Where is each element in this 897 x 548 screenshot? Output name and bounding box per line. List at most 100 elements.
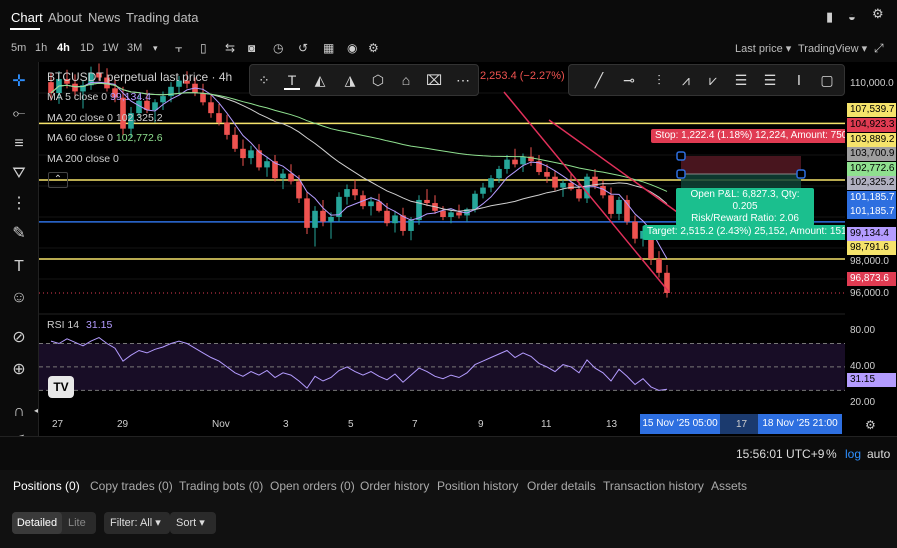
lite-button[interactable]: Lite (68, 517, 86, 529)
chart-status-bar: 15:56:01 UTC+9 % log auto (0, 436, 897, 471)
tab-trading-bots[interactable]: Trading bots (0) (179, 479, 264, 493)
sort-select[interactable]: Sort ▾ (170, 512, 216, 534)
timeframe-1d[interactable]: 1D (80, 42, 95, 54)
candle-body (216, 113, 222, 123)
lock-icon[interactable]: ⌂ (401, 72, 411, 88)
gear-icon[interactable]: ⚙ (368, 41, 379, 55)
undo-icon[interactable]: ↺ (298, 41, 309, 55)
calendar-icon[interactable]: ▦ (323, 41, 335, 55)
stop-label[interactable]: Stop: 1,222.4 (1.18%) 12,224, Amount: 75… (651, 129, 852, 143)
emoji-icon[interactable]: ☺ (10, 289, 28, 306)
tab-positions[interactable]: Positions (0) (13, 479, 80, 493)
candle-body (72, 83, 78, 92)
lines-icon[interactable]: ≡ (14, 135, 24, 152)
trash-icon[interactable]: ⌧ (426, 72, 443, 88)
price-label: 101,185.7 (847, 191, 896, 205)
rsi-tick: 20.00 (850, 397, 876, 408)
settings-hex-icon[interactable]: ⬡ (371, 72, 385, 88)
camera-icon[interactable]: ◙ (248, 41, 256, 55)
zoom-icon[interactable]: ⊕ (12, 361, 26, 378)
chart-engine-select[interactable]: TradingView ▾ (798, 43, 868, 55)
detailed-button[interactable]: Detailed (12, 512, 62, 534)
crosshair-icon[interactable]: ✛ (12, 73, 26, 90)
text-color-icon[interactable]: T (284, 72, 300, 90)
xabcd-icon[interactable]: ⩘ (682, 72, 690, 88)
tab-assets[interactable]: Assets (711, 479, 748, 493)
grid-icon[interactable]: ⁘ (258, 72, 270, 88)
tab-order-history[interactable]: Order history (360, 479, 430, 493)
pattern-icon[interactable]: ⛛ (12, 165, 26, 182)
trend-line-icon[interactable]: ╱ (594, 72, 604, 88)
fib-icon[interactable]: ⋮ (11, 195, 27, 212)
magnet-icon[interactable]: ∩ (13, 403, 25, 420)
tradingview-logo[interactable]: TV (48, 376, 74, 398)
left-arrow-icon[interactable]: ◂ (34, 406, 39, 415)
tab-position-history[interactable]: Position history (437, 479, 519, 493)
tab-about[interactable]: About (48, 10, 82, 25)
timeframe-5m[interactable]: 5m (11, 42, 27, 54)
price-label: 102,772.6 (847, 162, 896, 176)
auto-toggle[interactable]: auto (867, 447, 891, 461)
ruler-icon[interactable]: ⊘ (12, 329, 26, 346)
brush-icon[interactable]: ✎ (12, 225, 26, 242)
vertical-line-icon[interactable]: ⫶ (657, 72, 661, 88)
target-label[interactable]: Target: 2,515.2 (2.43%) 25,152, Amount: … (643, 225, 865, 240)
abc-pattern-icon[interactable]: ⩗ (709, 72, 717, 88)
candle-body (536, 161, 542, 173)
record-icon[interactable]: ◉ (347, 41, 358, 55)
text-tool-icon[interactable]: T (14, 258, 24, 275)
fib-retracement-icon[interactable]: ☰ (734, 72, 748, 88)
percent-toggle[interactable]: % (826, 447, 837, 461)
candle-body (168, 86, 174, 97)
fill-icon[interactable]: ◭ (314, 72, 326, 88)
time-label: 11 (541, 419, 552, 430)
timeframe-1w[interactable]: 1W (102, 42, 119, 54)
chevron-down-icon[interactable]: ▾ (153, 43, 158, 53)
alert-icon[interactable]: ◷ (273, 41, 284, 55)
text-box-icon[interactable]: Ⅰ (796, 72, 802, 88)
time-axis[interactable]: 27 29 Nov 3 5 7 9 11 13 15 Nov '25 05:00… (39, 414, 845, 436)
tab-trading-data[interactable]: Trading data (126, 10, 199, 25)
fib-extension-icon[interactable]: ☰ (763, 72, 777, 88)
more-icon[interactable]: ⋯ (456, 72, 470, 88)
tab-news[interactable]: News (88, 10, 121, 25)
bucket-icon[interactable]: ◮ (344, 72, 356, 88)
timeframe-1h[interactable]: 1h (35, 42, 48, 54)
candle-body (560, 182, 566, 188)
bell-icon[interactable]: ◒ (848, 9, 856, 24)
tab-open-orders[interactable]: Open orders (0) (270, 479, 355, 493)
horizontal-line-icon[interactable]: ⟜ (12, 105, 26, 122)
timeframe-4h[interactable]: 4h (57, 42, 70, 54)
price-label: 96,873.6 (847, 272, 896, 286)
pnl-label[interactable]: Open P&L: 6,827.3, Qty: 0.205 Risk/Rewar… (676, 188, 814, 226)
chart-toolbar: 5m 1h 4h 1D 1W 3M ▾ ⫟ ▯ ⇆ ◙ ◷ ↺ ▦ ◉ ⚙ La… (0, 34, 897, 62)
candle-body (264, 161, 270, 168)
candle-body (160, 96, 166, 103)
tab-copy-trades[interactable]: Copy trades (0) (90, 479, 173, 493)
filter-select[interactable]: Filter: All ▾ (104, 512, 170, 534)
rectangle-icon[interactable]: ▢ (820, 72, 834, 88)
tab-order-details[interactable]: Order details (527, 479, 596, 493)
tab-chart[interactable]: Chart (11, 10, 43, 25)
rsi-tick: 80.00 (850, 325, 876, 336)
price-mode-select[interactable]: Last price ▾ (735, 43, 792, 55)
collapse-legend-button[interactable]: ⌃ (48, 172, 68, 188)
tab-transaction-history[interactable]: Transaction history (603, 479, 704, 493)
candle-body (352, 189, 358, 196)
document-icon[interactable]: ▮ (826, 9, 834, 24)
chart-area[interactable] (39, 62, 845, 414)
candle-body (376, 201, 382, 211)
timeframe-3m[interactable]: 3M (127, 42, 143, 54)
candle-type-icon[interactable]: ▯ (200, 41, 207, 55)
fullscreen-icon[interactable]: ⤢ (874, 41, 884, 55)
compare-icon[interactable]: ⇆ (225, 41, 236, 55)
log-toggle[interactable]: log (845, 447, 862, 461)
price-label: 99,134.4 (847, 227, 896, 241)
settings-gear-icon[interactable]: ⚙ (865, 418, 876, 432)
handle (796, 169, 806, 179)
ray-icon[interactable]: ⊸ (623, 72, 635, 88)
candle-body (400, 215, 406, 231)
settings-icon[interactable]: ⚙ (872, 6, 884, 21)
top-bar: Chart About News Trading data ▮ ◒ ⚙ (0, 0, 897, 34)
indicators-icon[interactable]: ⫟ (175, 41, 183, 55)
